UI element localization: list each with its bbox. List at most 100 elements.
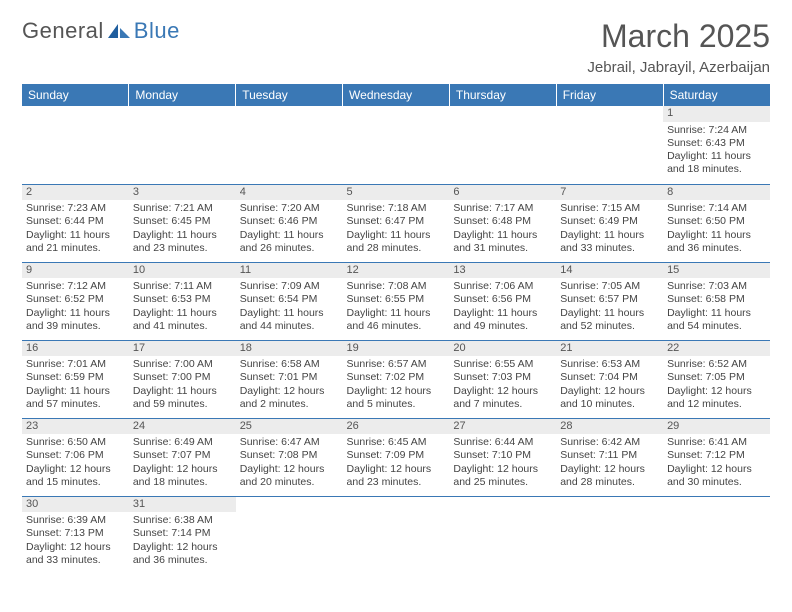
calendar-cell: 3Sunrise: 7:21 AMSunset: 6:45 PMDaylight… <box>129 184 236 262</box>
daylight-text: Daylight: 11 hours and 31 minutes. <box>453 229 552 255</box>
weekday-mon: Monday <box>129 84 236 106</box>
day-number: 18 <box>236 341 343 357</box>
daylight-text: Daylight: 11 hours and 18 minutes. <box>667 150 766 176</box>
day-number: 31 <box>129 497 236 513</box>
day-number: 28 <box>556 419 663 435</box>
calendar-cell: 24Sunrise: 6:49 AMSunset: 7:07 PMDayligh… <box>129 418 236 496</box>
calendar-cell: 19Sunrise: 6:57 AMSunset: 7:02 PMDayligh… <box>343 340 450 418</box>
title-block: March 2025 Jebrail, Jabrayil, Azerbaijan <box>587 18 770 76</box>
sail-icon <box>106 22 132 40</box>
calendar-cell: 17Sunrise: 7:00 AMSunset: 7:00 PMDayligh… <box>129 340 236 418</box>
sunset-text: Sunset: 7:14 PM <box>133 527 232 540</box>
calendar-cell: 11Sunrise: 7:09 AMSunset: 6:54 PMDayligh… <box>236 262 343 340</box>
calendar-row: 23Sunrise: 6:50 AMSunset: 7:06 PMDayligh… <box>22 418 770 496</box>
daylight-text: Daylight: 11 hours and 49 minutes. <box>453 307 552 333</box>
day-number: 16 <box>22 341 129 357</box>
day-number: 17 <box>129 341 236 357</box>
day-number: 5 <box>343 185 450 201</box>
daylight-text: Daylight: 11 hours and 46 minutes. <box>347 307 446 333</box>
calendar-cell: 20Sunrise: 6:55 AMSunset: 7:03 PMDayligh… <box>449 340 556 418</box>
sunrise-text: Sunrise: 6:55 AM <box>453 358 552 371</box>
sunset-text: Sunset: 7:02 PM <box>347 371 446 384</box>
sunset-text: Sunset: 7:09 PM <box>347 449 446 462</box>
daylight-text: Daylight: 12 hours and 10 minutes. <box>560 385 659 411</box>
sunrise-text: Sunrise: 7:01 AM <box>26 358 125 371</box>
daylight-text: Daylight: 11 hours and 26 minutes. <box>240 229 339 255</box>
day-number: 23 <box>22 419 129 435</box>
calendar-row: 16Sunrise: 7:01 AMSunset: 6:59 PMDayligh… <box>22 340 770 418</box>
daylight-text: Daylight: 11 hours and 41 minutes. <box>133 307 232 333</box>
day-number: 11 <box>236 263 343 279</box>
location-subtitle: Jebrail, Jabrayil, Azerbaijan <box>587 59 770 76</box>
day-number: 26 <box>343 419 450 435</box>
calendar-cell <box>236 106 343 184</box>
calendar-cell: 31Sunrise: 6:38 AMSunset: 7:14 PMDayligh… <box>129 496 236 574</box>
sunset-text: Sunset: 6:44 PM <box>26 215 125 228</box>
sunrise-text: Sunrise: 7:14 AM <box>667 202 766 215</box>
calendar-row: 30Sunrise: 6:39 AMSunset: 7:13 PMDayligh… <box>22 496 770 574</box>
sunrise-text: Sunrise: 6:42 AM <box>560 436 659 449</box>
daylight-text: Daylight: 11 hours and 57 minutes. <box>26 385 125 411</box>
sunset-text: Sunset: 6:50 PM <box>667 215 766 228</box>
calendar-cell: 30Sunrise: 6:39 AMSunset: 7:13 PMDayligh… <box>22 496 129 574</box>
sunrise-text: Sunrise: 7:05 AM <box>560 280 659 293</box>
sunrise-text: Sunrise: 7:15 AM <box>560 202 659 215</box>
daylight-text: Daylight: 12 hours and 33 minutes. <box>26 541 125 567</box>
sunrise-text: Sunrise: 7:09 AM <box>240 280 339 293</box>
day-number: 12 <box>343 263 450 279</box>
daylight-text: Daylight: 11 hours and 44 minutes. <box>240 307 339 333</box>
calendar-cell: 29Sunrise: 6:41 AMSunset: 7:12 PMDayligh… <box>663 418 770 496</box>
calendar-cell <box>236 496 343 574</box>
calendar-cell: 16Sunrise: 7:01 AMSunset: 6:59 PMDayligh… <box>22 340 129 418</box>
sunrise-text: Sunrise: 7:17 AM <box>453 202 552 215</box>
calendar-cell <box>343 496 450 574</box>
sunset-text: Sunset: 7:00 PM <box>133 371 232 384</box>
calendar-cell: 14Sunrise: 7:05 AMSunset: 6:57 PMDayligh… <box>556 262 663 340</box>
daylight-text: Daylight: 11 hours and 54 minutes. <box>667 307 766 333</box>
calendar-cell: 15Sunrise: 7:03 AMSunset: 6:58 PMDayligh… <box>663 262 770 340</box>
sunset-text: Sunset: 6:45 PM <box>133 215 232 228</box>
day-number: 14 <box>556 263 663 279</box>
daylight-text: Daylight: 12 hours and 15 minutes. <box>26 463 125 489</box>
sunset-text: Sunset: 6:56 PM <box>453 293 552 306</box>
daylight-text: Daylight: 11 hours and 52 minutes. <box>560 307 659 333</box>
logo-word-blue: Blue <box>134 18 180 44</box>
weekday-tue: Tuesday <box>236 84 343 106</box>
sunset-text: Sunset: 6:52 PM <box>26 293 125 306</box>
daylight-text: Daylight: 11 hours and 39 minutes. <box>26 307 125 333</box>
calendar-cell: 9Sunrise: 7:12 AMSunset: 6:52 PMDaylight… <box>22 262 129 340</box>
daylight-text: Daylight: 11 hours and 23 minutes. <box>133 229 232 255</box>
daylight-text: Daylight: 11 hours and 21 minutes. <box>26 229 125 255</box>
daylight-text: Daylight: 11 hours and 28 minutes. <box>347 229 446 255</box>
sunrise-text: Sunrise: 6:41 AM <box>667 436 766 449</box>
sunset-text: Sunset: 6:49 PM <box>560 215 659 228</box>
daylight-text: Daylight: 12 hours and 25 minutes. <box>453 463 552 489</box>
calendar-cell: 22Sunrise: 6:52 AMSunset: 7:05 PMDayligh… <box>663 340 770 418</box>
day-number: 10 <box>129 263 236 279</box>
daylight-text: Daylight: 12 hours and 20 minutes. <box>240 463 339 489</box>
calendar-cell: 28Sunrise: 6:42 AMSunset: 7:11 PMDayligh… <box>556 418 663 496</box>
calendar-cell: 8Sunrise: 7:14 AMSunset: 6:50 PMDaylight… <box>663 184 770 262</box>
sunrise-text: Sunrise: 6:49 AM <box>133 436 232 449</box>
sunrise-text: Sunrise: 6:53 AM <box>560 358 659 371</box>
sunset-text: Sunset: 6:58 PM <box>667 293 766 306</box>
day-number: 29 <box>663 419 770 435</box>
sunset-text: Sunset: 7:08 PM <box>240 449 339 462</box>
day-number: 21 <box>556 341 663 357</box>
sunset-text: Sunset: 7:07 PM <box>133 449 232 462</box>
sunset-text: Sunset: 7:10 PM <box>453 449 552 462</box>
sunrise-text: Sunrise: 6:47 AM <box>240 436 339 449</box>
sunrise-text: Sunrise: 7:23 AM <box>26 202 125 215</box>
sunrise-text: Sunrise: 7:21 AM <box>133 202 232 215</box>
day-number: 30 <box>22 497 129 513</box>
day-number: 20 <box>449 341 556 357</box>
calendar-cell: 12Sunrise: 7:08 AMSunset: 6:55 PMDayligh… <box>343 262 450 340</box>
sunrise-text: Sunrise: 6:44 AM <box>453 436 552 449</box>
sunrise-text: Sunrise: 7:12 AM <box>26 280 125 293</box>
sunset-text: Sunset: 6:43 PM <box>667 137 766 150</box>
calendar-cell <box>343 106 450 184</box>
calendar-cell: 25Sunrise: 6:47 AMSunset: 7:08 PMDayligh… <box>236 418 343 496</box>
weekday-thu: Thursday <box>449 84 556 106</box>
sunrise-text: Sunrise: 7:03 AM <box>667 280 766 293</box>
weekday-fri: Friday <box>556 84 663 106</box>
